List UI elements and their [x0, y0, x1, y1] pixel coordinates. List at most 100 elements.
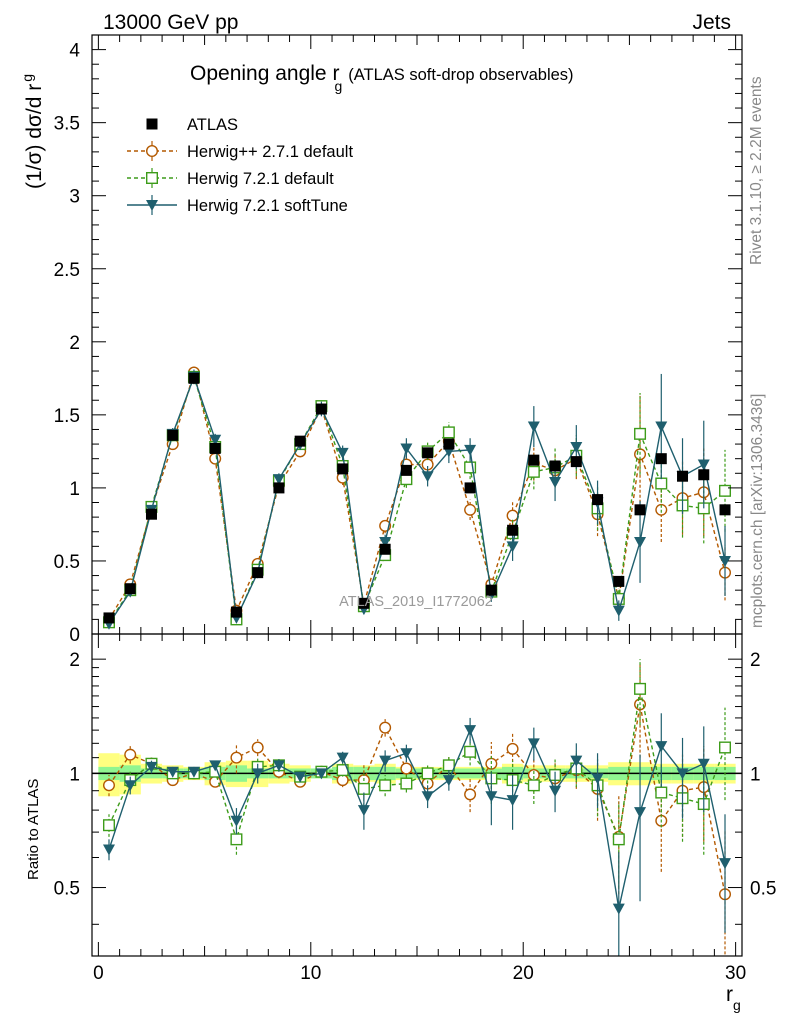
- data-point: [677, 470, 689, 482]
- ratio-point: [697, 758, 710, 770]
- data-point: [358, 597, 370, 609]
- data-point: [592, 494, 604, 506]
- data-point: [549, 477, 562, 489]
- y-tick-label: 2: [69, 333, 80, 354]
- y-axis-label-sub: g: [19, 74, 35, 82]
- x-axis-label-main: r: [726, 983, 733, 1006]
- data-point: [485, 584, 497, 596]
- ratio-point: [719, 741, 732, 754]
- legend-label: Herwig 7.2.1 default: [187, 170, 334, 188]
- ratio-y-tick-label-right: 0.5: [750, 879, 776, 900]
- ratio-series-group: [92, 659, 742, 956]
- data-point: [188, 372, 200, 384]
- ratio-point: [485, 791, 498, 803]
- data-point: [294, 435, 306, 447]
- ratio-point: [634, 807, 647, 819]
- plot-title-sub: g: [334, 78, 342, 94]
- series-2: [102, 369, 732, 629]
- data-point: [655, 453, 667, 465]
- ratio-point: [315, 768, 328, 780]
- legend: ATLAS Herwig++ 2.7.1 default Herwig 7.2.1 …: [127, 116, 353, 215]
- ratio-point: [655, 786, 668, 799]
- plot-title-main: Opening angle r: [190, 62, 339, 85]
- y-tick-label: 0: [69, 625, 80, 646]
- ratio-point: [251, 741, 264, 754]
- ratio-point: [124, 748, 137, 761]
- series-line: [108, 374, 726, 623]
- data-point: [634, 427, 647, 440]
- data-point: [527, 421, 540, 433]
- x-tick-label: 30: [725, 963, 746, 984]
- data-point: [209, 434, 222, 446]
- ratio-point: [336, 752, 349, 764]
- ratio-point: [187, 766, 200, 778]
- legend-marker: [146, 118, 158, 130]
- data-point: [613, 575, 625, 587]
- ratio-point: [379, 755, 392, 767]
- data-point: [464, 482, 476, 494]
- ratio-point: [230, 833, 243, 846]
- data-point: [400, 443, 413, 455]
- ratio-point: [102, 844, 115, 856]
- data-point: [570, 456, 582, 468]
- ratio-point: [124, 780, 137, 792]
- ratio-point: [145, 761, 158, 773]
- ratio-point: [634, 682, 647, 695]
- legend-label: Herwig++ 2.7.1 default: [187, 143, 353, 161]
- ratio-point: [464, 725, 477, 737]
- data-point: [421, 471, 434, 483]
- data-point: [570, 441, 583, 453]
- ratio-series-1: [102, 664, 732, 956]
- ratio-point: [272, 760, 285, 772]
- data-point: [719, 555, 732, 567]
- ratio-point: [549, 785, 562, 797]
- ratio-point: [676, 768, 689, 780]
- ratio-point: [400, 748, 413, 760]
- x-tick-label: 20: [513, 963, 534, 984]
- data-point: [315, 403, 327, 415]
- plot-title-suffix: (ATLAS soft-drop observables): [348, 66, 573, 84]
- x-tick-label: 10: [300, 963, 321, 984]
- process-label: Jets: [692, 11, 731, 34]
- ratio-point: [442, 759, 455, 772]
- data-point: [698, 469, 710, 481]
- ratio-point: [506, 742, 519, 755]
- y-tick-label: 1: [69, 479, 80, 500]
- ratio-point: [570, 755, 583, 767]
- ratio-point: [421, 767, 434, 780]
- data-point: [103, 612, 115, 624]
- data-point: [124, 583, 136, 595]
- legend-marker: [146, 200, 158, 211]
- y-tick-label: 4: [69, 41, 80, 62]
- ratio-point: [591, 773, 604, 785]
- y-axis-label-main: (1/σ) dσ/d r: [23, 84, 46, 189]
- ratio-point: [464, 788, 477, 801]
- ratio-point: [379, 779, 392, 792]
- analysis-id-label: ATLAS_2019_I1772062: [339, 594, 493, 610]
- data-point: [506, 541, 519, 553]
- series-line: [108, 374, 726, 625]
- data-point: [252, 567, 264, 579]
- data-point: [145, 508, 157, 520]
- mcplots-label: mcplots.cern.ch [arXiv:1306.3436]: [749, 394, 766, 628]
- data-point: [634, 536, 647, 548]
- data-point: [612, 605, 625, 617]
- ratio-plot-frame: [91, 633, 743, 957]
- ratio-point: [230, 815, 243, 827]
- x-axis-label: rg: [726, 983, 741, 1013]
- data-point: [719, 484, 732, 497]
- ratio-point: [230, 751, 243, 764]
- data-point: [464, 444, 477, 456]
- energy-label: 13000 GeV pp: [103, 11, 238, 34]
- series-1: [102, 365, 732, 626]
- data-point: [549, 460, 561, 472]
- data-point: [634, 504, 646, 516]
- ratio-y-tick-label-right: 1: [750, 764, 761, 785]
- ratio-plot-panel: 0.5 0.51 12 20 10 20 30 Ratio to ATLAS rg: [25, 633, 776, 1013]
- data-point: [442, 426, 455, 439]
- data-point: [655, 477, 668, 490]
- ratio-point: [400, 762, 413, 775]
- ratio-point: [379, 721, 392, 734]
- ratio-point: [251, 768, 264, 780]
